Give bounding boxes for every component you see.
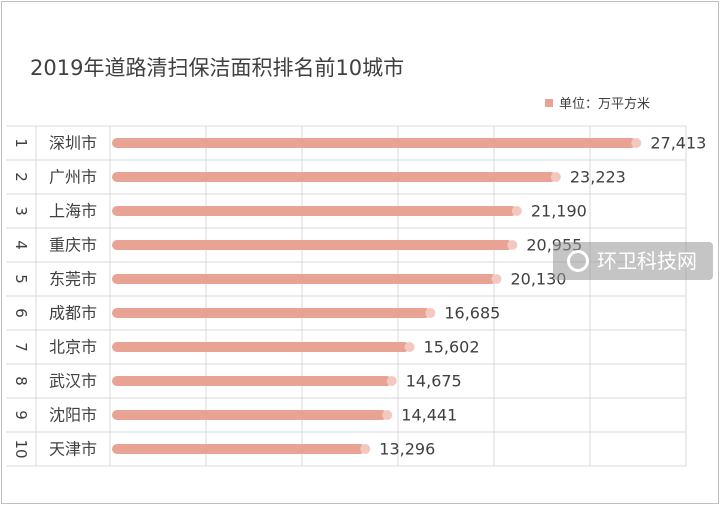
bar-end-cap bbox=[404, 342, 415, 352]
bar bbox=[112, 342, 410, 352]
value-label: 13,296 bbox=[379, 440, 435, 459]
watermark: 环卫科技网 bbox=[553, 242, 713, 280]
value-label: 15,602 bbox=[424, 338, 480, 357]
value-label: 27,413 bbox=[650, 134, 706, 153]
chart-legend: 单位：万平方米 bbox=[545, 93, 650, 112]
rank-label: 2 bbox=[12, 172, 30, 182]
bar-end-cap bbox=[386, 376, 397, 386]
bar-chart: 1深圳市27,4132广州市23,2233上海市21,1904重庆市20,955… bbox=[6, 125, 706, 467]
value-label: 14,675 bbox=[406, 372, 462, 391]
bar-end-cap bbox=[631, 138, 642, 148]
category-label: 深圳市 bbox=[49, 134, 97, 153]
rank-label: 8 bbox=[12, 376, 30, 386]
value-label: 20,130 bbox=[510, 270, 566, 289]
bar bbox=[112, 138, 637, 148]
rank-label: 10 bbox=[12, 439, 30, 458]
legend-label: 单位：万平方米 bbox=[559, 97, 651, 112]
bar-end-cap bbox=[511, 206, 522, 216]
category-label: 沈阳市 bbox=[49, 406, 97, 425]
rank-label: 7 bbox=[12, 342, 30, 352]
bar bbox=[112, 376, 392, 386]
bar-end-cap bbox=[360, 444, 371, 454]
chart-title: 2019年道路清扫保洁面积排名前10城市 bbox=[30, 56, 405, 80]
bar bbox=[112, 274, 497, 284]
rank-label: 1 bbox=[12, 138, 30, 148]
bar bbox=[112, 240, 513, 250]
bar-end-cap bbox=[550, 172, 561, 182]
rank-label: 5 bbox=[12, 274, 30, 284]
rank-label: 3 bbox=[12, 206, 30, 216]
category-label: 武汉市 bbox=[49, 372, 97, 391]
chart-frame: 2019年道路清扫保洁面积排名前10城市 单位：万平方米 1 深圳市 27,413 2… bbox=[1, 1, 719, 504]
bar bbox=[112, 172, 556, 182]
rank-label: 6 bbox=[12, 308, 30, 318]
category-label: 重庆市 bbox=[49, 236, 97, 255]
value-label: 21,190 bbox=[531, 202, 587, 221]
bar-end-cap bbox=[491, 274, 502, 284]
category-label: 北京市 bbox=[49, 338, 97, 357]
bar bbox=[112, 444, 366, 454]
bar bbox=[112, 206, 517, 216]
bar bbox=[112, 410, 388, 420]
bar bbox=[112, 308, 431, 318]
category-label: 上海市 bbox=[49, 202, 97, 221]
bar-end-cap bbox=[382, 410, 393, 420]
category-label: 天津市 bbox=[49, 440, 97, 459]
value-label: 23,223 bbox=[570, 168, 626, 187]
category-label: 东莞市 bbox=[49, 270, 97, 289]
bar-end-cap bbox=[507, 240, 518, 250]
watermark-text: 环卫科技网 bbox=[597, 249, 697, 273]
logo-icon bbox=[567, 250, 589, 272]
rank-label: 4 bbox=[12, 240, 30, 250]
value-label: 14,441 bbox=[401, 406, 457, 425]
bar-end-cap bbox=[425, 308, 436, 318]
category-label: 成都市 bbox=[49, 304, 97, 323]
legend-swatch bbox=[545, 99, 553, 107]
category-label: 广州市 bbox=[49, 168, 97, 187]
value-label: 16,685 bbox=[444, 304, 500, 323]
rank-label: 9 bbox=[12, 410, 30, 420]
